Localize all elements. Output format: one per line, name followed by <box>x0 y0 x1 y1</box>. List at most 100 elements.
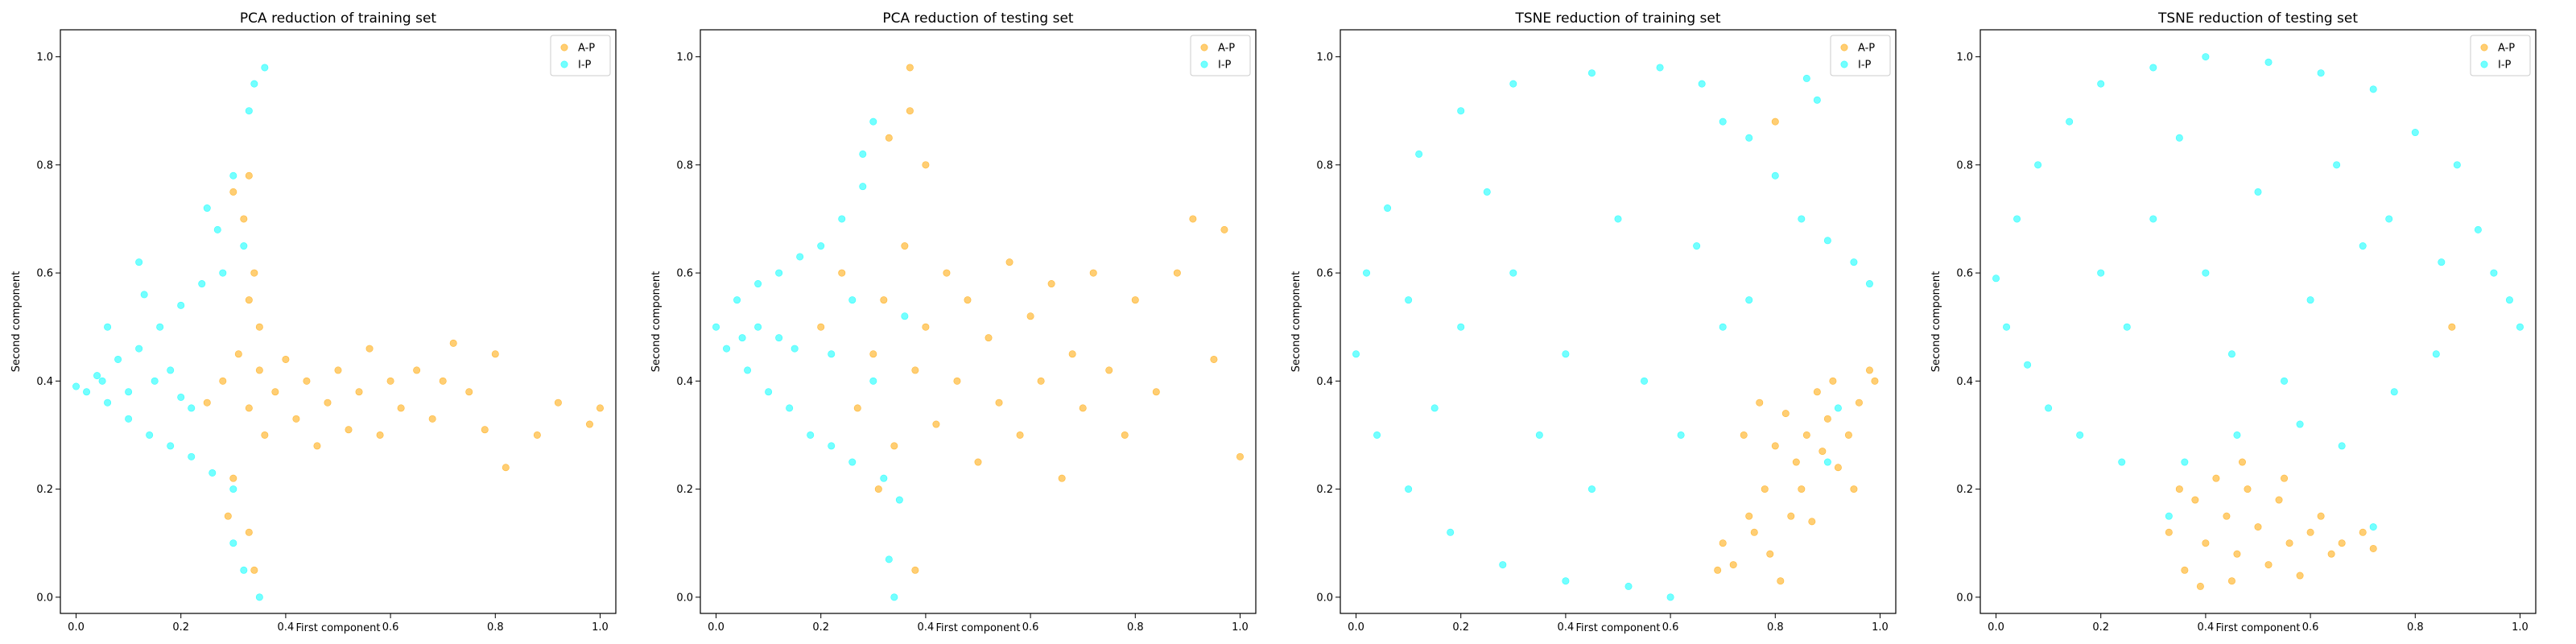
data-point-I-P <box>188 452 196 460</box>
data-point-I-P <box>2281 377 2289 385</box>
data-point-A-P <box>2359 528 2367 536</box>
data-point-A-P <box>1005 258 1013 266</box>
data-point-A-P <box>245 171 253 180</box>
data-point-I-P <box>1745 134 1753 142</box>
data-point-I-P <box>167 366 175 374</box>
legend-marker-I-P <box>560 60 568 68</box>
data-point-A-P <box>1079 404 1087 412</box>
data-point-A-P <box>234 350 242 358</box>
data-point-A-P <box>1220 225 1228 233</box>
y-tick-label: 0.4 <box>1956 376 1973 388</box>
data-point-I-P <box>2149 64 2157 72</box>
data-point-I-P <box>1677 431 1685 439</box>
data-point-A-P <box>1855 398 1863 407</box>
legend-label: A-P <box>1858 43 1875 55</box>
data-point-I-P <box>791 345 799 353</box>
data-point-A-P <box>240 215 248 223</box>
data-point-A-P <box>481 426 489 434</box>
data-point-I-P <box>901 312 909 320</box>
x-tick-label: 0.8 <box>1767 621 1784 634</box>
x-tick-label: 1.0 <box>1872 621 1889 634</box>
data-point-A-P <box>1131 296 1139 304</box>
data-point-A-P <box>428 415 436 423</box>
y-axis-label: Second component <box>650 271 663 373</box>
data-point-A-P <box>1037 377 1045 385</box>
data-point-A-P <box>1808 518 1816 526</box>
data-point-I-P <box>2013 215 2021 223</box>
data-point-I-P <box>2066 118 2074 126</box>
legend-label: I-P <box>578 60 592 72</box>
data-point-I-P <box>796 253 804 261</box>
data-point-A-P <box>922 161 930 169</box>
data-point-A-P <box>2264 561 2273 569</box>
data-point-I-P <box>1483 188 1491 196</box>
data-point-A-P <box>1105 366 1113 374</box>
data-point-A-P <box>324 398 332 407</box>
data-point-A-P <box>1829 377 1837 385</box>
data-point-A-P <box>2181 566 2189 574</box>
data-point-A-P <box>465 388 473 396</box>
y-tick-label: 1.0 <box>1316 52 1333 64</box>
chart-title: TSNE reduction of testing set <box>2157 10 2358 27</box>
x-tick-label: 0.0 <box>708 621 724 634</box>
data-point-I-P <box>213 225 221 233</box>
data-point-I-P <box>848 296 857 304</box>
data-point-A-P <box>901 242 909 250</box>
data-point-A-P <box>880 296 888 304</box>
data-point-A-P <box>229 188 237 196</box>
data-point-A-P <box>1834 464 1842 472</box>
y-tick-label: 0.8 <box>1956 159 1973 171</box>
data-point-I-P <box>1384 204 1392 213</box>
data-point-I-P <box>1457 107 1465 115</box>
data-point-A-P <box>365 345 374 353</box>
data-point-I-P <box>151 377 159 385</box>
data-point-I-P <box>146 431 154 439</box>
data-point-I-P <box>229 485 237 493</box>
axes-frame <box>1340 29 1897 614</box>
data-point-I-P <box>177 393 185 401</box>
x-tick-label: 0.4 <box>918 621 935 634</box>
x-tick-label: 1.0 <box>2512 621 2529 634</box>
data-point-A-P <box>255 366 263 374</box>
data-point-I-P <box>712 323 720 331</box>
data-point-I-P <box>140 291 148 299</box>
data-point-I-P <box>786 404 794 412</box>
data-point-I-P <box>198 280 206 288</box>
data-point-A-P <box>1771 118 1779 126</box>
data-point-I-P <box>1865 280 1873 288</box>
data-point-A-P <box>491 350 499 358</box>
data-point-I-P <box>1499 561 1507 569</box>
y-axis-label: Second component <box>10 271 23 373</box>
data-point-A-P <box>250 269 258 277</box>
x-tick-label: 0.4 <box>1558 621 1575 634</box>
data-point-A-P <box>1047 280 1055 288</box>
data-point-A-P <box>376 431 384 439</box>
data-point-I-P <box>1656 64 1664 72</box>
data-point-A-P <box>585 420 593 428</box>
y-tick-label: 1.0 <box>1956 52 1973 64</box>
data-point-A-P <box>1756 398 1764 407</box>
x-tick-label: 0.4 <box>278 621 295 634</box>
data-point-A-P <box>853 404 861 412</box>
data-point-A-P <box>911 566 919 574</box>
data-point-I-P <box>1535 431 1543 439</box>
x-tick-label: 0.4 <box>2198 621 2215 634</box>
y-tick-label: 0.2 <box>1956 484 1973 496</box>
data-point-I-P <box>2369 523 2377 531</box>
data-point-I-P <box>2505 296 2513 304</box>
data-point-A-P <box>397 404 405 412</box>
data-point-I-P <box>2490 269 2498 277</box>
axes-frame <box>1979 29 2537 614</box>
y-tick-label: 0.8 <box>676 159 693 171</box>
x-tick-label: 0.6 <box>1662 621 1679 634</box>
x-tick-label: 0.0 <box>1348 621 1364 634</box>
data-point-A-P <box>1236 452 1244 460</box>
data-point-I-P <box>2123 323 2131 331</box>
data-point-A-P <box>2306 528 2314 536</box>
legend: A-P I-P <box>2470 35 2531 76</box>
data-point-A-P <box>261 431 269 439</box>
data-point-I-P <box>838 215 846 223</box>
data-point-A-P <box>2448 323 2456 331</box>
data-point-I-P <box>2181 458 2189 466</box>
data-point-I-P <box>2045 404 2053 412</box>
